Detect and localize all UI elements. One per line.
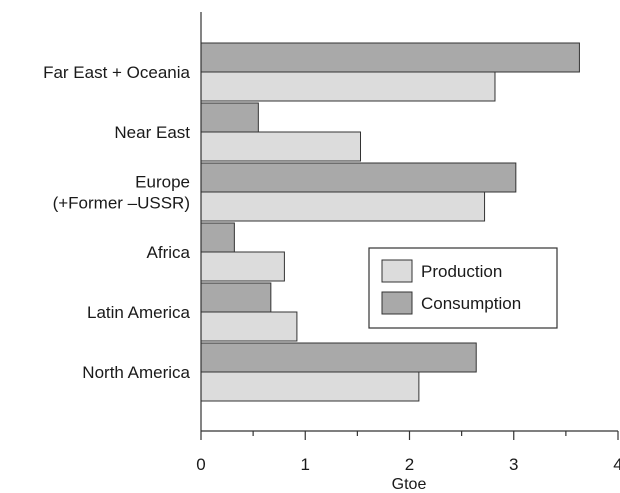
bar-production-2: [200, 191, 486, 222]
legend-swatch-consumption: [381, 291, 413, 315]
bar-production-1: [200, 131, 362, 162]
bar-consumption-4: [200, 282, 272, 313]
x-tick-label-2: 2: [405, 455, 414, 474]
x-tick-label-4: 4: [613, 455, 620, 474]
bar-production-5: [200, 371, 420, 402]
x-tick-label-1: 1: [301, 455, 310, 474]
legend-swatch-production: [381, 259, 413, 283]
bar-consumption-5: [200, 342, 477, 373]
bar-consumption-3: [200, 222, 235, 253]
x-tick-label-0: 0: [196, 455, 205, 474]
category-label-5: North America: [82, 363, 190, 382]
x-axis: 0 1 2 3 4: [196, 430, 620, 474]
bar-consumption-2: [200, 162, 517, 193]
bar-consumption-1: [200, 102, 259, 133]
bar-production-3: [200, 251, 285, 282]
category-label-2: Europe (+Former –USSR): [53, 173, 190, 213]
x-tick-label-3: 3: [509, 455, 518, 474]
category-label-3: Africa: [147, 243, 191, 262]
bars-group: [200, 42, 580, 402]
category-labels: Far East + Oceania Near East Europe (+Forme…: [43, 63, 190, 382]
bar-production-0: [200, 71, 496, 102]
x-axis-title: Gtoe: [392, 476, 427, 493]
category-label-1: Near East: [114, 123, 190, 142]
legend-label-consumption: Consumption: [421, 294, 521, 313]
category-label-4: Latin America: [87, 303, 191, 322]
bar-production-4: [200, 311, 298, 342]
legend: Production Consumption: [368, 247, 558, 329]
category-label-0: Far East + Oceania: [43, 63, 190, 82]
bar-consumption-0: [200, 42, 580, 73]
legend-label-production: Production: [421, 262, 502, 281]
